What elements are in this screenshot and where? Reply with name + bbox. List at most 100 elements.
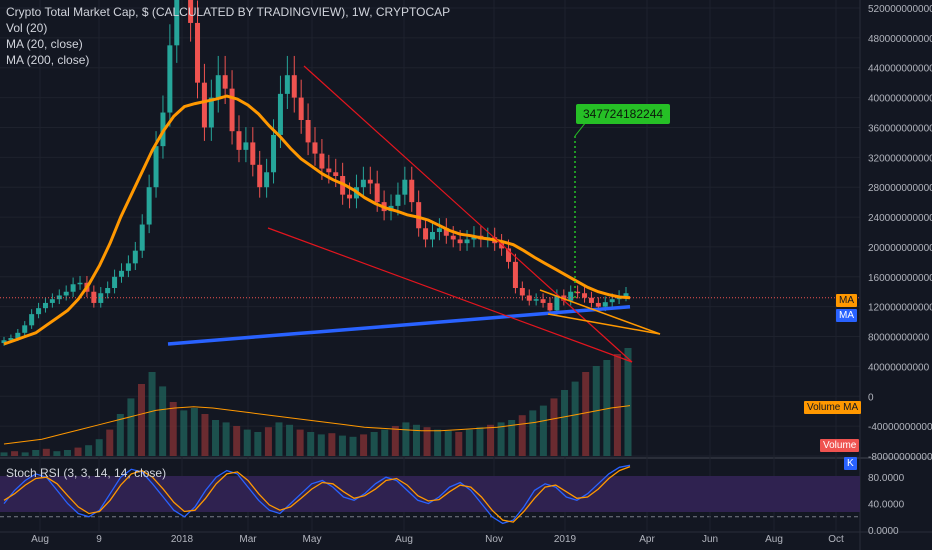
ma20-line (3, 94, 631, 346)
time-tick-label: Aug (765, 534, 783, 545)
volume-bar (116, 414, 124, 456)
price-tick-label: 280000000000 (868, 183, 932, 194)
price-tick-label: 320000000000 (868, 153, 932, 164)
volume-bar (455, 432, 463, 456)
volume-bar (381, 429, 389, 456)
volume-bar (21, 452, 29, 456)
volume-bar (423, 427, 431, 456)
ma-tag-orange: MA (836, 294, 857, 307)
volume-bar (190, 408, 198, 456)
candle-body (402, 179, 408, 195)
ma200-indicator-label[interactable]: MA (200, close) (6, 53, 90, 67)
candle-body (215, 75, 221, 98)
candle-body (167, 45, 173, 113)
price-tick-label: 200000000000 (868, 243, 932, 254)
volume-bar (11, 451, 19, 456)
volume-bar (349, 436, 357, 456)
candle-body (250, 142, 256, 165)
candle-body (609, 299, 615, 303)
candle-body (188, 0, 194, 23)
candle-body (582, 293, 588, 298)
volume-bar (95, 439, 103, 456)
candle-body (450, 235, 456, 240)
stoch-rsi-d-line (3, 465, 631, 523)
candle-body (146, 187, 152, 225)
candle-body (305, 120, 311, 143)
stoch-rsi-k-line (3, 464, 631, 525)
volume-ma-tag: Volume MA (804, 401, 862, 414)
volume-bar (180, 410, 188, 456)
chart-title: Crypto Total Market Cap, $ (CALCULATED B… (6, 5, 451, 19)
candle-body (429, 232, 435, 240)
volume-bar (582, 372, 590, 456)
price-tick-label: 360000000000 (868, 123, 932, 134)
price-tick-label: 40000000000 (868, 362, 930, 373)
volume-bar (286, 424, 294, 456)
candle-body (395, 194, 401, 206)
stoch-rsi-label[interactable]: Stoch RSI (3, 3, 14, 14, close) (6, 466, 167, 480)
indicator-lines (3, 94, 631, 525)
candle-body (195, 22, 201, 83)
candle-body (236, 131, 242, 150)
price-axis[interactable]: 520000000000 480000000000 440000000000 4000… (868, 4, 932, 537)
candle-body (63, 291, 69, 296)
time-tick-label: 2019 (554, 534, 577, 545)
candle-body (105, 288, 111, 294)
price-tick-label: 400000000000 (868, 94, 932, 105)
volume-bar (63, 450, 71, 456)
time-tick-label: 9 (96, 534, 102, 545)
trendline-upper (303, 65, 633, 363)
vol-indicator-label[interactable]: Vol (20) (6, 21, 48, 35)
volume-bar (74, 447, 82, 456)
price-tick-label: 440000000000 (868, 64, 932, 75)
candle-body (77, 282, 83, 285)
candle-body (588, 297, 594, 303)
volume-bar (275, 422, 283, 456)
ma20-indicator-label[interactable]: MA (20, close) (6, 37, 83, 51)
volume-bar (402, 422, 410, 456)
candle-body (457, 239, 463, 244)
triangle-upper (539, 289, 661, 335)
price-tick-label: 480000000000 (868, 34, 932, 45)
callout-pointer (574, 121, 587, 137)
volume-bar (476, 427, 484, 456)
volume-bar (497, 422, 505, 456)
candle-body (602, 302, 608, 307)
volume-bar (518, 415, 526, 456)
time-tick-label: Oct (828, 534, 844, 545)
volume-bar (212, 420, 220, 456)
candle-body (125, 263, 131, 271)
candle-body (409, 179, 415, 203)
volume-bar (561, 390, 569, 456)
candle-body (575, 291, 581, 294)
time-axis[interactable]: Aug 9 2018 Mar May Aug Nov 2019 Apr Jun Aug Oct (31, 534, 844, 545)
candle-body (554, 295, 560, 311)
ma-tag-blue: MA (836, 309, 857, 322)
volume-bar (222, 422, 230, 456)
candle-body (512, 261, 518, 288)
candle-body (49, 299, 55, 303)
time-tick-label: May (303, 534, 322, 545)
chart-legend: Crypto Total Market Cap, $ (CALCULATED B… (6, 4, 450, 68)
price-tick-label: 160000000000 (868, 273, 932, 284)
candle-body (1, 340, 7, 344)
candle-body (139, 224, 145, 251)
volume-bar (571, 381, 579, 456)
candle-body (540, 299, 546, 303)
time-tick-label: Jun (702, 534, 718, 545)
time-tick-label: Nov (485, 534, 503, 545)
candle-body (264, 172, 270, 188)
time-tick-label: Apr (639, 534, 655, 545)
rsi-tick-label: 40.0000 (868, 500, 905, 511)
volume-bar (307, 432, 315, 456)
volume-bar (613, 354, 621, 456)
volume-bar (42, 448, 50, 456)
volume-bar (412, 424, 420, 456)
candle-body (312, 142, 318, 154)
candle-body (15, 332, 21, 339)
volume-bar (85, 445, 93, 456)
candle-body (506, 248, 512, 262)
triangle-lower (547, 313, 661, 335)
candle-body (118, 270, 124, 277)
